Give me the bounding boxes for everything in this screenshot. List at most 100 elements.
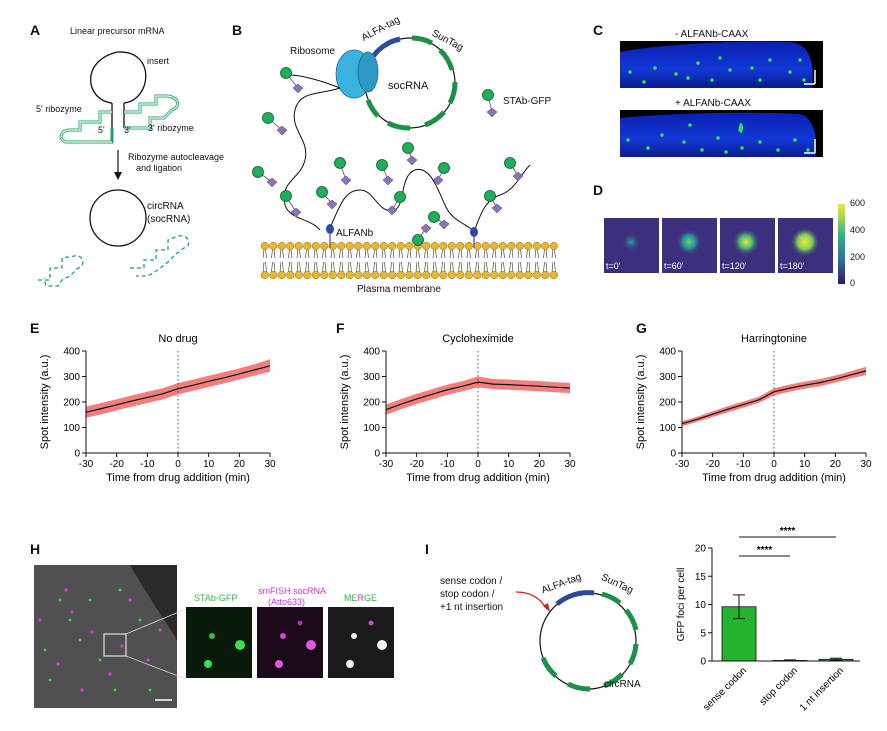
x-tick-label: -20 (409, 459, 424, 470)
sem-band (386, 376, 570, 415)
x-axis-label: Time from drug addition (min) (406, 472, 550, 484)
i-mut-line2: stop codon / (440, 589, 495, 600)
x-tick-label: -30 (675, 459, 690, 470)
chart-title: Harringtonine (741, 333, 807, 345)
x-tick-label: 0 (475, 459, 481, 470)
significance-label: **** (780, 526, 796, 537)
y-tick-label: 0 (670, 449, 676, 460)
b-membrane-label: Plasma membrane (357, 284, 441, 295)
x-tick-label: -10 (736, 459, 751, 470)
x-tick-label: 10 (203, 459, 215, 470)
x-tick-label: sense codon (701, 665, 749, 713)
chart-F: 0 100 200 300 400 -30 -20 -10 0 10 20 30 Cycloheximi… (339, 333, 576, 484)
panel-letter-i: I (425, 541, 429, 557)
y-tick-label: 15 (695, 572, 707, 583)
i-mut-line3: +1 nt insertion (440, 602, 504, 613)
x-tick-label: 10 (799, 459, 811, 470)
y-tick-label: 100 (659, 423, 676, 434)
d-cbar-tick-600: 600 (850, 198, 866, 208)
h-merge-ge: GE (364, 593, 378, 603)
x-tick-label: 30 (264, 459, 276, 470)
y-tick-label: 200 (63, 398, 80, 409)
d-frame-label-2: t=120' (722, 261, 747, 271)
d-cbar-tick-200: 200 (850, 252, 866, 262)
panel-letter-e: E (30, 320, 40, 336)
b-alfanb-label: ALFANb (336, 228, 374, 239)
d-cbar-tick-400: 400 (850, 225, 866, 235)
h-merge-label: MERGE (344, 593, 377, 603)
x-tick-label: -10 (140, 459, 155, 470)
y-axis-label: Spot intensity (a.u.) (339, 355, 351, 450)
panel-letter-a: A (30, 22, 41, 38)
h-merge-me: ME (344, 593, 358, 603)
a-circ-line1: circRNA (147, 201, 184, 212)
panel-letter-f: F (336, 320, 345, 336)
x-tick-label: 20 (234, 459, 246, 470)
x-tick-label: -10 (440, 459, 455, 470)
x-tick-label: -30 (79, 459, 94, 470)
x-tick-label: 0 (175, 459, 181, 470)
y-axis-label: Spot intensity (a.u.) (39, 355, 51, 450)
a-5-end: 5' (98, 125, 105, 135)
b-ribosome-label: Ribosome (290, 46, 336, 57)
y-axis-label: GFP foci per cell (676, 568, 687, 642)
a-step-line2: and ligation (136, 163, 183, 173)
mean-line (385, 381, 571, 411)
x-axis-label: Time from drug addition (min) (106, 472, 250, 484)
panel-letter-g: G (636, 320, 647, 336)
sem-band (682, 366, 866, 427)
y-tick-label: 300 (659, 372, 676, 383)
chart-G: 0 100 200 300 400 -30 -20 -10 0 10 20 30 Harringtoni… (635, 333, 872, 484)
y-tick-label: 10 (695, 600, 707, 611)
panel-letter-b: B (232, 22, 243, 38)
a-step-line1: Ribozyme autocleavage (128, 152, 225, 162)
a-circ-line2: (socRNA) (147, 214, 191, 225)
b-stab-gfp-label: STAb-GFP (503, 96, 552, 107)
i-mut-line1: sense codon / (440, 576, 503, 587)
d-frame-label-0: t=0' (606, 261, 621, 271)
y-tick-label: 0 (374, 449, 380, 460)
y-tick-label: 400 (63, 347, 80, 358)
h-stab-label: STAb-GFP (194, 593, 238, 603)
a-3-ribozyme-label: 3' ribozyme (148, 123, 194, 133)
d-cbar-tick-0: 0 (850, 278, 856, 288)
panel-letter-c: C (593, 22, 604, 38)
a-3-end: 3' (124, 125, 131, 135)
x-tick-label: 1 nt insertion (798, 665, 846, 713)
x-tick-label: 30 (860, 459, 872, 470)
d-frame-label-1: t=60' (664, 261, 684, 271)
h-smfish-label-1: smFISH socRNA (258, 586, 327, 596)
panel-letter-d: D (593, 182, 604, 198)
x-axis-label: Time from drug addition (min) (702, 472, 846, 484)
y-tick-label: 300 (63, 372, 80, 383)
a-title: Linear precursor mRNA (70, 26, 165, 36)
i-circrna-label: circRNA (604, 679, 641, 690)
y-tick-label: 200 (363, 398, 380, 409)
significance-label: **** (757, 545, 773, 556)
d-frame-label-3: t=180' (780, 261, 805, 271)
mean-line (85, 365, 271, 413)
x-tick-label: 0 (771, 459, 777, 470)
c-minus-label: - ALFANb-CAAX (675, 29, 749, 40)
y-tick-label: 100 (63, 423, 80, 434)
y-tick-label: 400 (363, 347, 380, 358)
chart-E: 0 100 200 300 400 -30 -20 -10 0 10 20 30 No drug Time… (39, 333, 276, 484)
x-tick-label: -20 (109, 459, 124, 470)
x-tick-label: 20 (534, 459, 546, 470)
x-tick-label: stop codon (758, 665, 800, 707)
x-tick-label: 20 (830, 459, 842, 470)
c-plus-label: + ALFANb-CAAX (675, 98, 751, 109)
x-tick-label: 30 (564, 459, 576, 470)
y-tick-label: 0 (74, 449, 80, 460)
y-axis-label: Spot intensity (a.u.) (635, 355, 647, 450)
x-tick-label: 10 (503, 459, 515, 470)
panel-letter-h: H (30, 541, 41, 557)
h-smfish-label-2: (Atto633) (268, 597, 306, 607)
y-tick-label: 400 (659, 347, 676, 358)
y-tick-label: 200 (659, 398, 676, 409)
x-tick-label: -20 (705, 459, 720, 470)
y-tick-label: 5 (700, 628, 706, 639)
